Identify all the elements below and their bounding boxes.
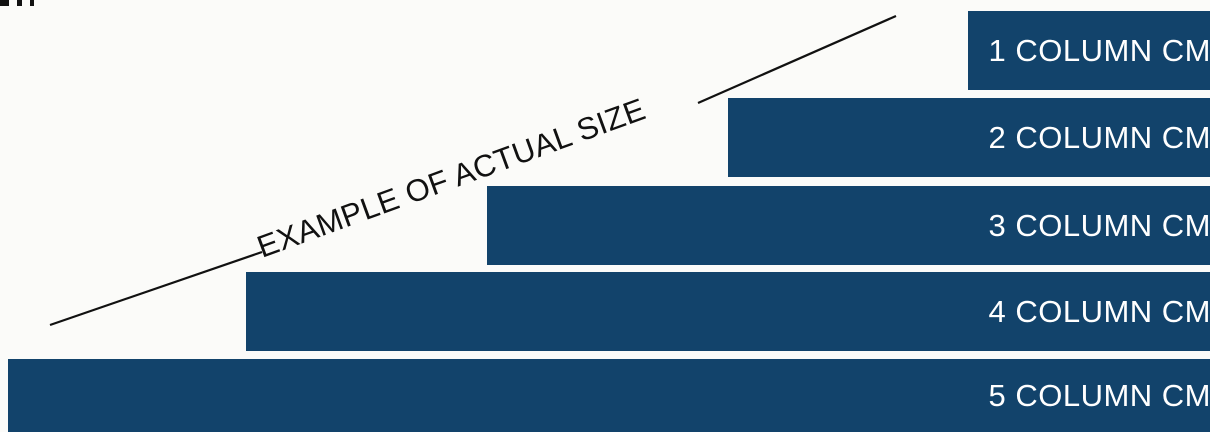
bar-label-1-column: 1 COLUMN CM (988, 33, 1210, 68)
bar-label-4-column: 4 COLUMN CM (988, 294, 1210, 329)
bar-3-column: 3 COLUMN CM (487, 186, 1210, 265)
bar-label-5-column: 5 COLUMN CM (988, 378, 1210, 413)
bar-label-3-column: 3 COLUMN CM (988, 208, 1210, 243)
diagonal-line-left (49, 250, 263, 327)
diagonal-line-right (697, 14, 897, 105)
bar-5-column: 5 COLUMN CM (8, 359, 1210, 432)
bar-1-column: 1 COLUMN CM (968, 11, 1210, 90)
bar-2-column: 2 COLUMN CM (728, 98, 1210, 177)
bar-4-column: 4 COLUMN CM (246, 272, 1210, 351)
bar-label-2-column: 2 COLUMN CM (988, 120, 1210, 155)
cropped-heading-fragment (0, 0, 34, 6)
